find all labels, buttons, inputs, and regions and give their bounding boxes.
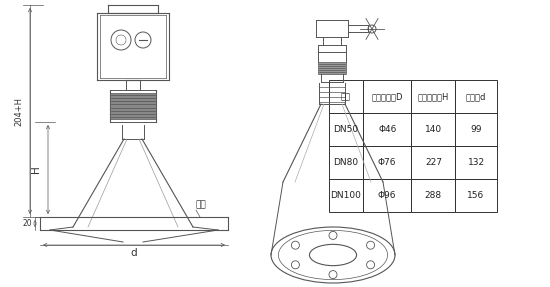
Text: 法兰: 法兰 [341, 92, 351, 101]
Text: d: d [131, 248, 138, 258]
Bar [411, 146, 455, 179]
Text: H: H [31, 166, 41, 173]
Bar [329, 80, 363, 113]
Bar [455, 146, 497, 179]
Bar [329, 113, 363, 146]
Text: 204+H: 204+H [14, 96, 23, 125]
Text: 20: 20 [23, 219, 32, 228]
Text: 99: 99 [470, 125, 482, 134]
Text: 227: 227 [425, 158, 442, 167]
Text: 156: 156 [468, 191, 485, 200]
Bar [363, 146, 411, 179]
Text: 132: 132 [468, 158, 485, 167]
Bar [411, 80, 455, 113]
Bar [455, 80, 497, 113]
Text: Φ76: Φ76 [378, 158, 397, 167]
Text: 喇叭口高度H: 喇叭口高度H [417, 92, 449, 101]
Text: DN100: DN100 [331, 191, 361, 200]
Bar [318, 62, 346, 74]
Bar [329, 146, 363, 179]
Bar [455, 179, 497, 212]
Bar [363, 80, 411, 113]
Bar [363, 113, 411, 146]
Text: 喇叭口直径D: 喇叭口直径D [371, 92, 403, 101]
Bar [110, 93, 156, 119]
Bar [363, 179, 411, 212]
Text: 四螺盘d: 四螺盘d [466, 92, 486, 101]
Text: DN50: DN50 [333, 125, 359, 134]
Bar [455, 113, 497, 146]
Text: 288: 288 [425, 191, 442, 200]
Bar [329, 179, 363, 212]
Text: 法兰: 法兰 [195, 200, 206, 209]
Text: DN80: DN80 [333, 158, 359, 167]
Text: 140: 140 [425, 125, 442, 134]
Bar [411, 113, 455, 146]
Text: Φ96: Φ96 [378, 191, 397, 200]
Bar [411, 179, 455, 212]
Text: Φ46: Φ46 [378, 125, 397, 134]
